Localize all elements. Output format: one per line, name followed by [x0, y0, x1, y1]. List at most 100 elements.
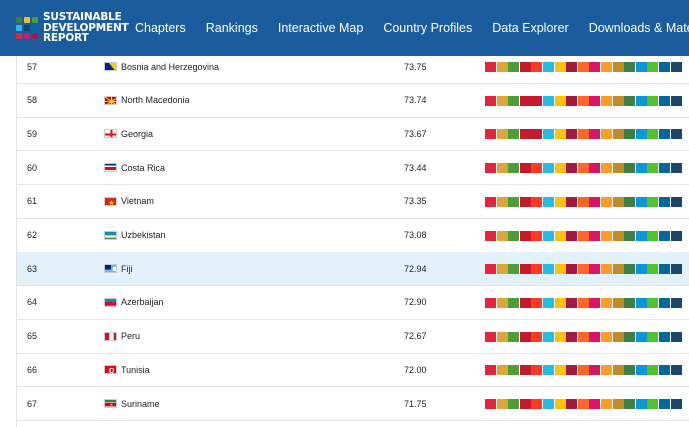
country-name[interactable]: Costa Rica [121, 162, 166, 173]
georgia-flag-icon [104, 129, 117, 139]
top-navbar: SUSTAINABLE DEVELOPMENT REPORT Chapters … [0, 0, 689, 56]
sdg-bar-13 [624, 264, 636, 275]
logo-square [16, 25, 22, 31]
table-row[interactable]: 64 Azerbaijan 72.90 [17, 286, 689, 320]
sdg-bar-10 [589, 365, 601, 376]
sdg-bar-7 [554, 230, 566, 241]
country-name[interactable]: Suriname [121, 398, 160, 409]
sdg-bar-4 [519, 95, 531, 106]
sdg-bar-3 [508, 331, 520, 342]
sdg-bar-16 [658, 163, 670, 174]
sdg-bar-4 [519, 365, 531, 376]
sdg-bar-8 [566, 163, 578, 174]
sdg-bar-8 [566, 399, 578, 409]
sdg-index-score: 72.94 [404, 263, 427, 274]
sdg-bar-13 [624, 62, 636, 72]
sdg-bar-4 [519, 331, 531, 342]
nav-data-explorer[interactable]: Data Explorer [492, 21, 569, 35]
sdg-bar-6 [542, 264, 554, 275]
sdg-dashboard-bars [485, 399, 682, 409]
country-name[interactable]: Vietnam [121, 196, 154, 207]
sdg-bar-1 [485, 230, 496, 241]
sdg-bar-14 [635, 331, 647, 342]
sdg-bar-16 [658, 230, 670, 241]
sdg-bar-7 [554, 365, 566, 376]
bosnia-flag-icon [104, 62, 117, 71]
sdg-bar-3 [508, 399, 520, 409]
table-row[interactable]: 62 Uzbekistan 73.08 [17, 219, 689, 253]
nav-downloads-materials[interactable]: Downloads & Materials [588, 21, 689, 35]
sdg-bar-7 [554, 331, 566, 342]
sdg-bar-4 [519, 163, 531, 174]
table-row[interactable]: 66 Tunisia 72.00 [17, 353, 689, 388]
logo-square [16, 17, 22, 23]
sdg-bar-17 [670, 163, 682, 174]
table-row[interactable]: 60 Costa Rica 73.44 [17, 151, 689, 186]
sdg-bar-1 [485, 196, 496, 207]
sdg-bar-6 [542, 230, 554, 241]
sdg-bar-5 [531, 399, 543, 409]
sdg-bar-8 [566, 264, 578, 275]
sdg-bar-10 [589, 163, 601, 174]
sdg-bar-8 [566, 129, 578, 140]
sdg-bar-4 [519, 399, 531, 409]
country-name[interactable]: Georgia [121, 128, 154, 139]
sdg-index-score: 73.75 [404, 61, 427, 72]
sdg-index-score: 73.35 [404, 196, 427, 207]
sdg-bar-10 [589, 264, 601, 275]
sdg-bar-16 [658, 62, 670, 72]
sdg-bar-2 [496, 196, 508, 207]
table-row[interactable]: 57 Bosnia and Herzegovina 73.75 [17, 50, 689, 84]
country-name[interactable]: Uzbekistan [121, 230, 166, 240]
sdg-bar-15 [647, 264, 659, 275]
sdg-index-score: 72.00 [404, 364, 427, 375]
country-name[interactable]: North Macedonia [121, 95, 190, 106]
sdg-bar-9 [577, 62, 589, 72]
sdg-bar-7 [554, 129, 566, 140]
country-name[interactable]: Bosnia and Herzegovina [121, 61, 220, 72]
sdg-bar-13 [624, 95, 636, 106]
sdg-bar-11 [600, 264, 612, 275]
sdg-bar-1 [485, 399, 496, 409]
sdg-dashboard-bars [485, 365, 682, 376]
nav-chapters[interactable]: Chapters [135, 21, 186, 35]
sdr-logo[interactable]: SUSTAINABLE DEVELOPMENT REPORT [16, 6, 129, 50]
sdg-bar-17 [670, 196, 682, 207]
vietnam-flag-icon [104, 196, 117, 206]
sdg-bar-3 [508, 129, 520, 140]
sdg-bar-1 [485, 365, 496, 376]
sdg-bar-15 [647, 129, 659, 140]
sdg-bar-2 [496, 331, 508, 342]
tunisia-flag-icon [104, 365, 117, 375]
table-row[interactable]: 65 Peru 72.67 [17, 320, 689, 354]
sdg-bar-17 [670, 264, 682, 275]
country-name[interactable]: Peru [121, 331, 141, 342]
sdg-bar-10 [589, 331, 601, 342]
nav-interactive-map[interactable]: Interactive Map [277, 21, 364, 35]
rank-cell: 65 [27, 331, 38, 342]
sdg-bar-8 [566, 196, 578, 207]
country-name[interactable]: Tunisia [121, 364, 150, 375]
sdg-bar-12 [612, 264, 624, 275]
table-row[interactable]: 67 Suriname 71.75 [17, 387, 689, 421]
sdg-index-score: 73.08 [404, 230, 427, 240]
nav-rankings[interactable]: Rankings [205, 21, 258, 35]
sdg-bar-4 [519, 129, 531, 140]
table-row[interactable]: 63 Fiji 72.94 [17, 252, 689, 287]
table-row[interactable]: 59 Georgia 73.67 [17, 117, 689, 152]
table-row[interactable]: 61 Vietnam 73.35 [17, 185, 689, 219]
logo-square [32, 25, 38, 31]
sdg-bar-7 [554, 297, 566, 308]
sdg-bar-11 [600, 399, 612, 409]
sdg-bar-12 [612, 163, 624, 174]
table-row[interactable]: 58 North Macedonia 73.74 [17, 84, 689, 118]
country-name[interactable]: Azerbaijan [121, 297, 164, 308]
sdg-bar-14 [635, 163, 647, 174]
country-name[interactable]: Fiji [121, 263, 133, 274]
sdg-bar-7 [554, 62, 566, 72]
nav-country-profiles[interactable]: Country Profiles [383, 21, 473, 35]
sdg-bar-12 [612, 95, 624, 106]
sdg-bar-11 [600, 196, 612, 207]
sdg-bar-1 [485, 129, 496, 140]
sdg-bar-3 [508, 230, 520, 241]
